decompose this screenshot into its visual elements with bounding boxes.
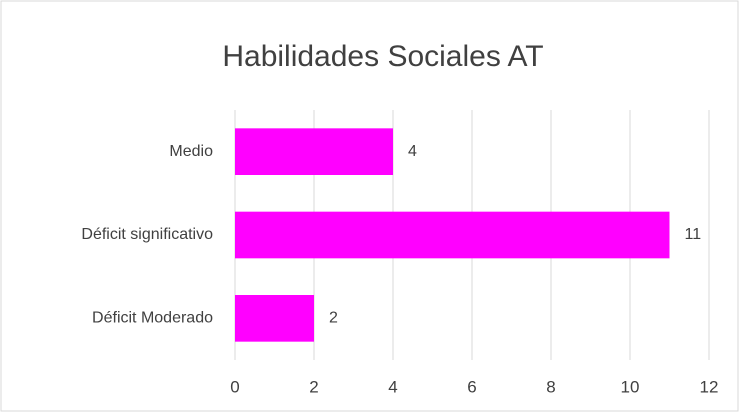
bar: [235, 211, 670, 259]
bar: [235, 128, 393, 175]
x-tick-label: 0: [230, 377, 239, 396]
data-label: 11: [685, 226, 702, 243]
x-tick-label: 12: [700, 377, 719, 396]
x-tick-label: 4: [388, 377, 397, 396]
data-label: 4: [408, 143, 417, 160]
y-tick-label: Déficit significativo: [81, 226, 213, 243]
x-tick-label: 8: [546, 377, 555, 396]
x-tick-label: 10: [621, 377, 640, 396]
x-tick-label: 6: [467, 377, 476, 396]
bar: [235, 295, 314, 342]
chart-title: Habilidades Sociales AT: [222, 40, 543, 73]
x-tick-label: 2: [309, 377, 318, 396]
data-label: 2: [329, 310, 338, 327]
y-tick-label: Déficit Moderado: [92, 310, 213, 327]
y-tick-label: Medio: [169, 143, 213, 160]
